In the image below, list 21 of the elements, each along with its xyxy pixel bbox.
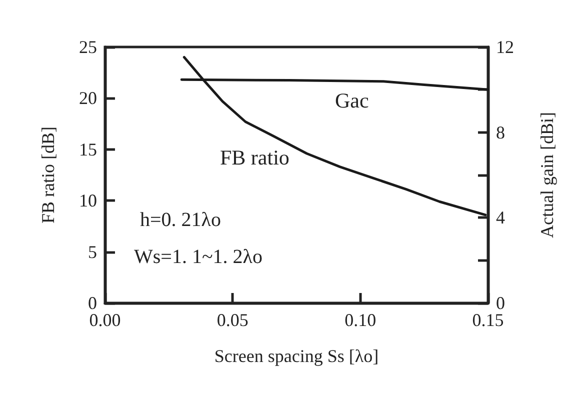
x-tick-label: 0.00 — [89, 310, 121, 330]
annotation: Ws=1. 1~1. 2λo — [134, 246, 262, 268]
annotation: h=0. 21λo — [140, 209, 221, 231]
series-label: Gac — [335, 88, 369, 112]
x-tick-label: 0.05 — [216, 310, 248, 330]
y-axis-title: FB ratio [dB] — [38, 126, 58, 224]
y-tick-label: 15 — [79, 139, 97, 160]
x-axis-title: Screen spacing Ss [λo] — [214, 346, 379, 366]
y2-tick-label: 4 — [496, 208, 505, 228]
y2-axis-title: Actual gain [dBi] — [537, 112, 557, 238]
y2-tick-label: 8 — [496, 122, 505, 142]
y-tick-label: 20 — [79, 88, 97, 108]
y-tick-label: 5 — [88, 242, 97, 262]
series-label: FB ratio — [220, 146, 290, 170]
y2-tick-label: 0 — [496, 293, 505, 313]
x-tick-label: 0.10 — [344, 310, 376, 330]
x-tick-label: 0.15 — [472, 310, 504, 330]
y-tick-label: 10 — [79, 190, 97, 211]
y2-tick-label: 12 — [496, 37, 514, 57]
y-tick-label: 0 — [88, 293, 97, 313]
y-tick-label: 25 — [79, 37, 97, 57]
